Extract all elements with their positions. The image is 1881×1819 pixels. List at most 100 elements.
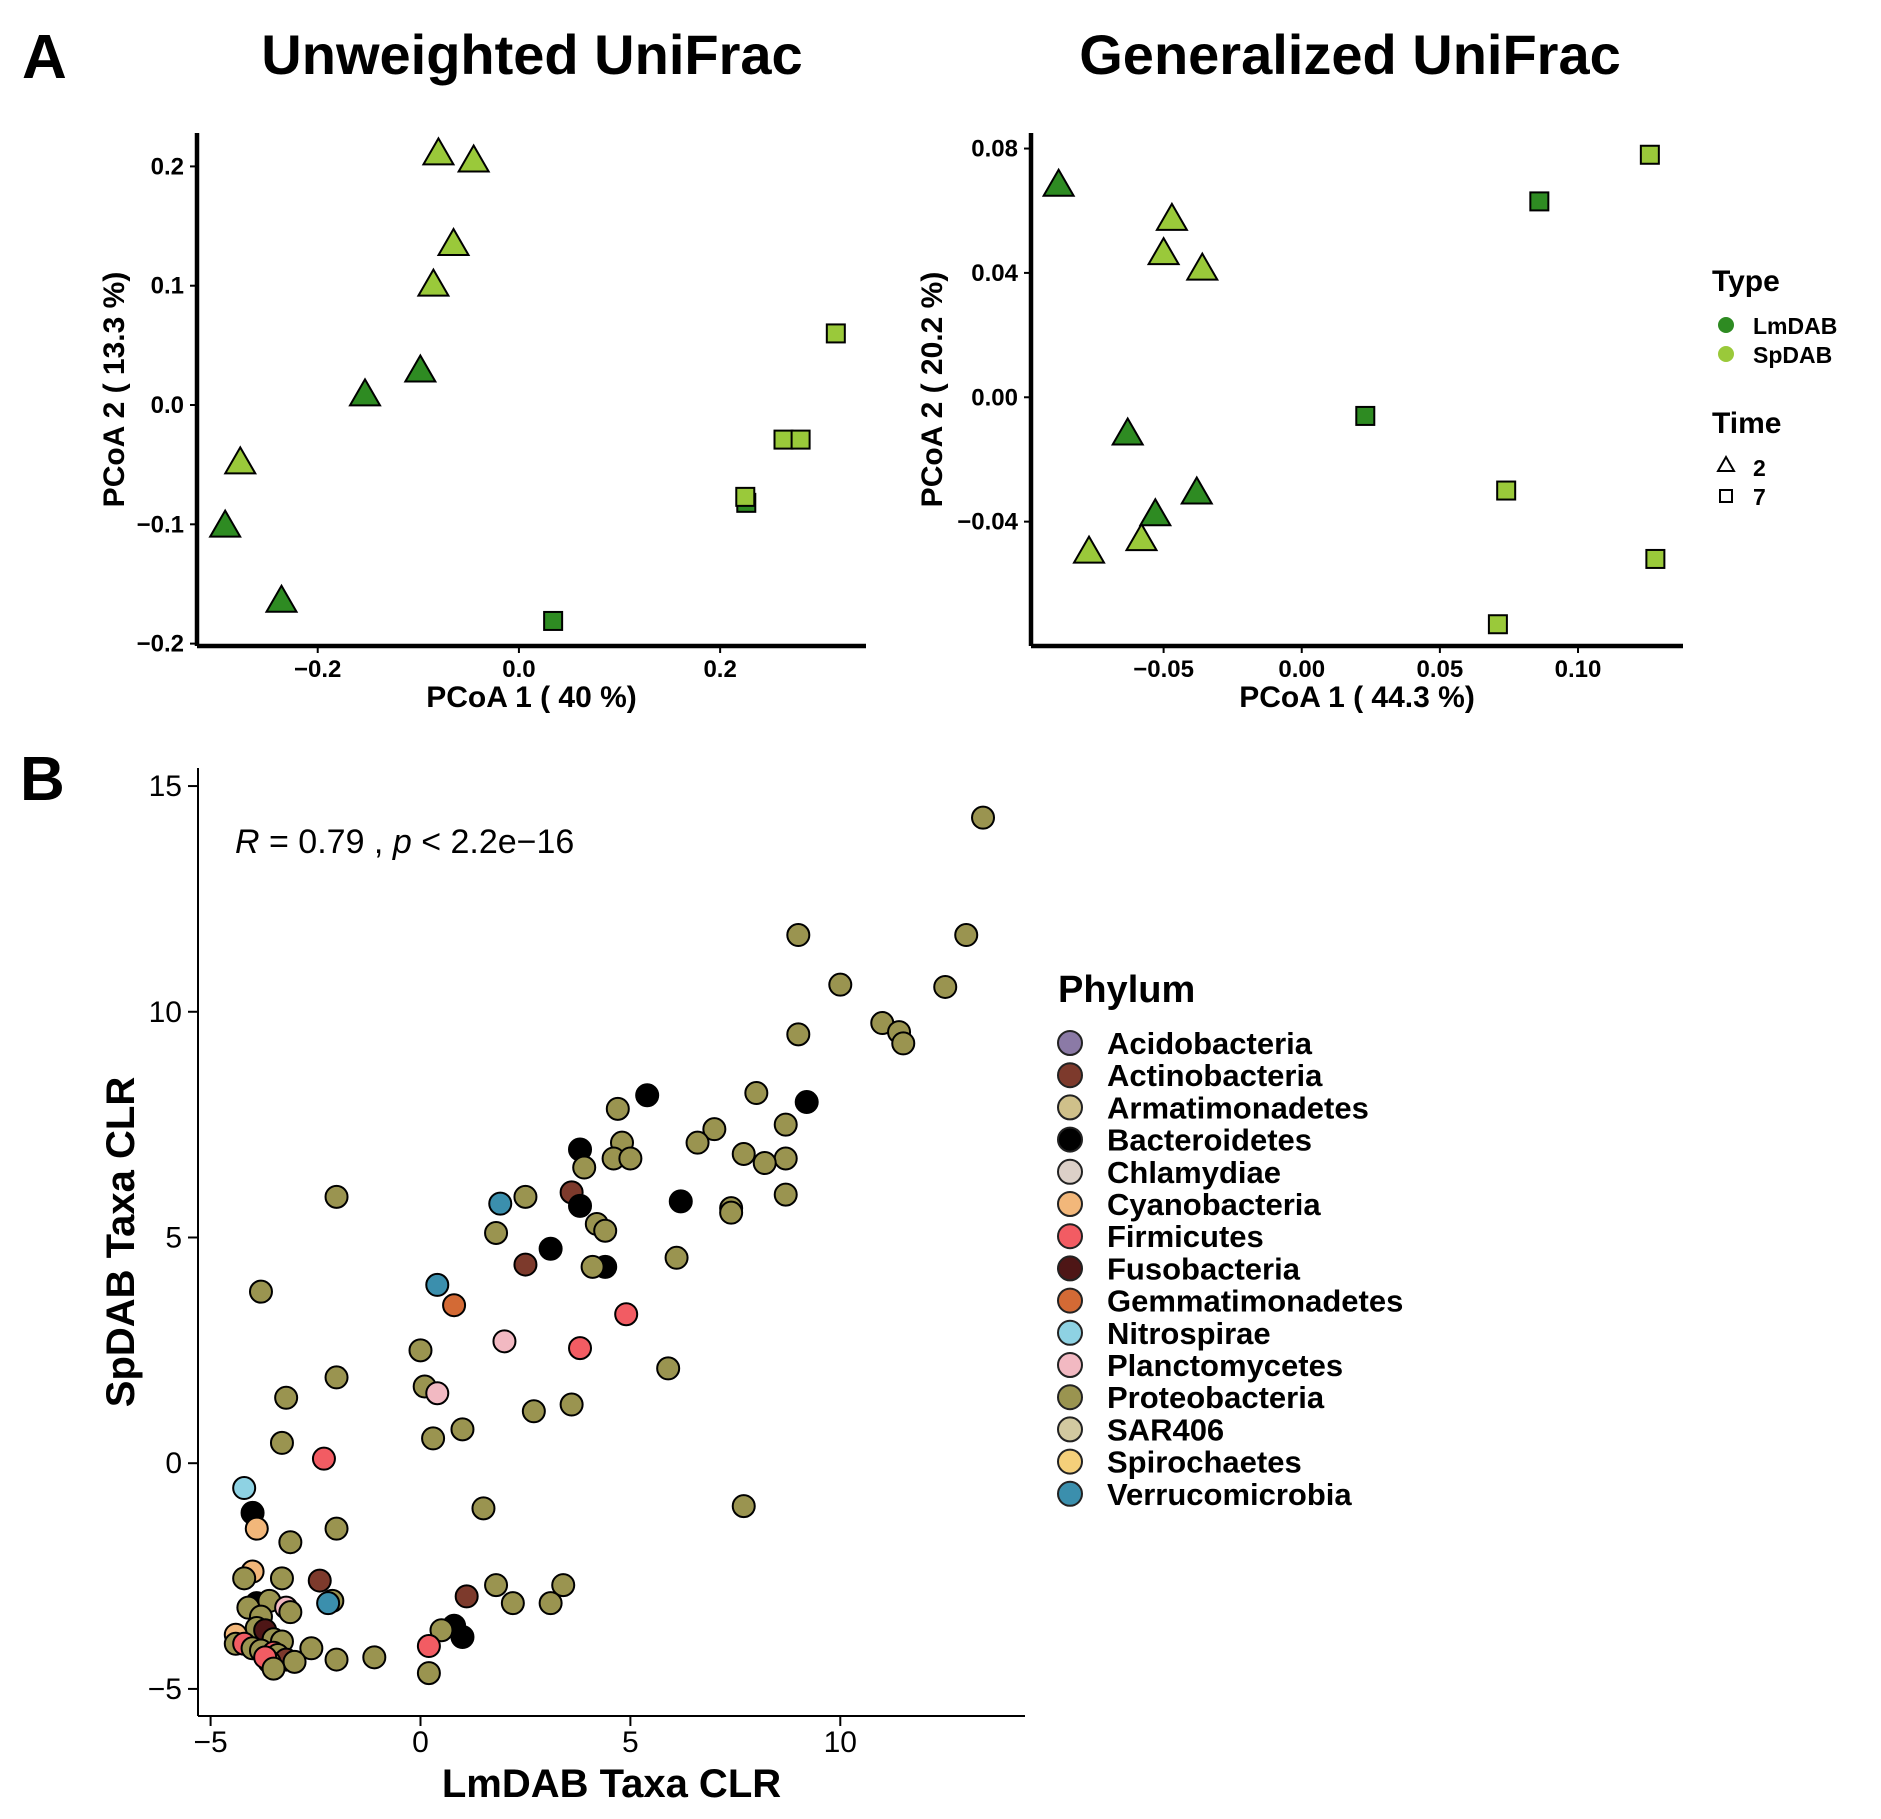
- clr-point-proteobacteria: [429, 1618, 454, 1643]
- clr-point-proteobacteria: [278, 1530, 303, 1555]
- clr-point-gemmatimonadetes: [442, 1293, 467, 1318]
- clr-point-proteobacteria: [618, 1146, 643, 1171]
- clr-point-proteobacteria: [416, 1661, 441, 1686]
- clr-point-proteobacteria: [773, 1112, 798, 1137]
- clr-scatter-y-tick-label: 10: [149, 996, 182, 1029]
- generalized-unifrac-point-square: [1529, 191, 1550, 212]
- generalized-unifrac-point-triangle: [1155, 201, 1189, 231]
- clr-point-proteobacteria: [954, 923, 979, 948]
- generalized-unifrac-point-triangle: [1180, 475, 1214, 505]
- legend-phylum-swatch-cyanobacteria: [1057, 1191, 1083, 1217]
- clr-point-proteobacteria: [274, 1385, 299, 1410]
- clr-point-proteobacteria: [773, 1182, 798, 1207]
- legend-phylum-label-verrucomicrobia: Verrucomicrobia: [1107, 1477, 1352, 1512]
- unweighted-unifrac-point-square: [825, 323, 846, 344]
- unweighted-unifrac-x-tick-label: 0.2: [703, 656, 736, 683]
- clr-scatter-y-tick-label: 15: [149, 770, 182, 803]
- clr-point-proteobacteria: [572, 1155, 597, 1180]
- clr-scatter-y-axis-title: SpDAB Taxa CLR: [99, 1077, 143, 1408]
- clr-scatter-x-axis-title: LmDAB Taxa CLR: [442, 1762, 781, 1806]
- clr-point-proteobacteria: [421, 1426, 446, 1451]
- clr-point-proteobacteria: [248, 1279, 273, 1304]
- clr-point-bacteroidetes: [635, 1083, 660, 1108]
- clr-point-proteobacteria: [580, 1254, 605, 1279]
- legend-time-label-7: 7: [1753, 484, 1766, 510]
- clr-scatter-y-tick-label: 0: [165, 1447, 182, 1480]
- clr-scatter-x-tick-label: 10: [824, 1726, 857, 1759]
- legend-phylum-label-chlamydiae: Chlamydiae: [1107, 1155, 1281, 1190]
- clr-point-firmicutes: [614, 1302, 639, 1327]
- clr-point-bacteroidetes: [538, 1236, 563, 1261]
- legend-phylum-swatch-spirochaetes: [1057, 1448, 1083, 1475]
- clr-point-proteobacteria: [719, 1200, 744, 1225]
- generalized-unifrac-point-triangle: [1138, 497, 1173, 527]
- generalized-unifrac-point-square: [1645, 548, 1666, 569]
- legend-phylum-label-bacteroidetes: Bacteroidetes: [1107, 1123, 1312, 1158]
- generalized-unifrac-title: Generalized UniFrac: [1079, 23, 1621, 86]
- unweighted-unifrac-y-axis-title: PCoA 2 ( 13.3 %): [98, 272, 131, 508]
- legend-time-title: Time: [1712, 407, 1781, 440]
- clr-scatter-x-tick-label: 5: [622, 1726, 639, 1759]
- legend-phylum-label-proteobacteria: Proteobacteria: [1107, 1380, 1325, 1415]
- clr-point-proteobacteria: [261, 1656, 286, 1681]
- clr-point-firmicutes: [311, 1446, 336, 1471]
- clr-point-proteobacteria: [828, 972, 853, 997]
- clr-scatter-chart: −5 0 5 10 −5 0 5 10 15 LmDAB Taxa CLR SpDAB Taxa C…: [99, 768, 1025, 1806]
- generalized-unifrac-y-tick-label: 0.08: [971, 136, 1018, 163]
- clr-point-proteobacteria: [664, 1245, 689, 1270]
- generalized-unifrac-x-tick-label: 0.05: [1417, 656, 1464, 683]
- unweighted-unifrac-y-tick-label: 0.2: [151, 153, 184, 180]
- unweighted-unifrac-point-square: [543, 610, 564, 631]
- clr-point-proteobacteria: [551, 1573, 576, 1598]
- legend-phylum-swatch-sar406: [1057, 1416, 1083, 1443]
- clr-scatter-x-tick-label: −5: [193, 1726, 227, 1759]
- clr-point-proteobacteria: [786, 923, 811, 948]
- legend-phylum-swatch-actinobacteria: [1057, 1062, 1083, 1089]
- legend-phylum-label-cyanobacteria: Cyanobacteria: [1107, 1187, 1321, 1222]
- unweighted-unifrac-point-square: [773, 429, 794, 450]
- clr-point-actinobacteria: [454, 1584, 479, 1609]
- clr-point-cyanobacteria: [244, 1516, 269, 1541]
- generalized-unifrac-point-triangle: [1124, 522, 1159, 552]
- clr-point-proteobacteria: [559, 1392, 584, 1417]
- legend-phylum-label-acidobacteria: Acidobacteria: [1107, 1026, 1313, 1061]
- clr-scatter-y-tick-label: 5: [165, 1221, 182, 1254]
- clr-scatter-y-tick-label: −5: [148, 1673, 182, 1706]
- clr-point-proteobacteria: [891, 1031, 916, 1056]
- legend-type-swatch-lmdab: [1718, 317, 1734, 333]
- unweighted-unifrac-point-square: [735, 486, 756, 507]
- unweighted-unifrac-x-axis-title: PCoA 1 ( 40 %): [426, 681, 637, 714]
- clr-point-verrucomicrobia: [488, 1191, 513, 1216]
- clr-point-proteobacteria: [450, 1417, 475, 1442]
- clr-point-proteobacteria: [278, 1600, 303, 1625]
- clr-point-bacteroidetes: [668, 1189, 693, 1214]
- generalized-unifrac-point-triangle: [1110, 416, 1145, 446]
- clr-point-proteobacteria: [521, 1399, 546, 1424]
- clr-point-proteobacteria: [731, 1494, 756, 1519]
- clr-point-proteobacteria: [500, 1591, 525, 1616]
- unweighted-unifrac-title: Unweighted UniFrac: [261, 23, 802, 86]
- clr-point-proteobacteria: [324, 1365, 349, 1390]
- clr-point-proteobacteria: [408, 1338, 433, 1363]
- unweighted-unifrac-point-triangle: [348, 377, 382, 407]
- legend-type-label-spdab: SpDAB: [1753, 342, 1832, 368]
- clr-point-proteobacteria: [656, 1356, 681, 1381]
- clr-point-proteobacteria: [324, 1184, 349, 1209]
- clr-point-verrucomicrobia: [316, 1591, 341, 1616]
- unweighted-unifrac-x-tick-label: 0.0: [502, 656, 535, 683]
- clr-point-proteobacteria: [269, 1430, 294, 1455]
- legend-phylum-swatch-planctomycetes: [1057, 1352, 1083, 1378]
- clr-point-proteobacteria: [731, 1141, 756, 1166]
- clr-point-proteobacteria: [282, 1649, 307, 1674]
- generalized-unifrac-point-square: [1639, 144, 1660, 165]
- generalized-unifrac-point-triangle: [1185, 251, 1220, 281]
- clr-point-proteobacteria: [232, 1566, 257, 1591]
- clr-point-proteobacteria: [513, 1184, 538, 1209]
- unweighted-unifrac-point-square: [790, 429, 811, 450]
- generalized-unifrac-y-tick-label: −0.04: [957, 509, 1018, 536]
- legend-time-square-icon: [1719, 489, 1733, 503]
- legend-phylum-swatch-armatimonadetes: [1057, 1094, 1083, 1121]
- unweighted-unifrac-x-tick-label: −0.2: [294, 656, 341, 683]
- clr-point-firmicutes: [568, 1336, 593, 1361]
- generalized-unifrac-x-tick-label: 0.10: [1555, 656, 1602, 683]
